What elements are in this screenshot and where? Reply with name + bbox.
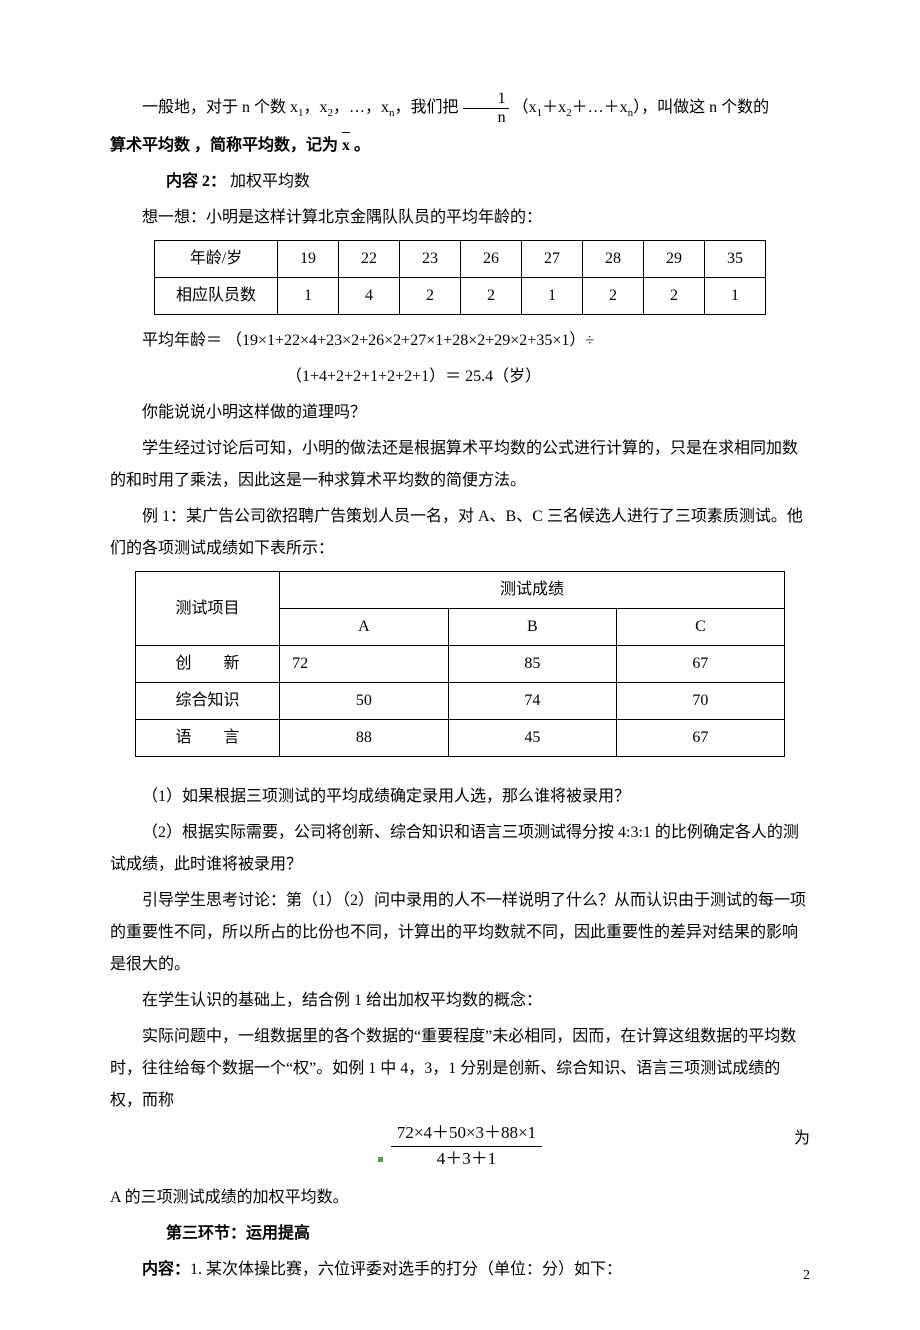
calc-line-1: 平均年龄＝ （19×1+22×4+23×2+26×2+27×1+28×2+29×… xyxy=(110,325,810,357)
fraction-1-over-n: 1 n xyxy=(463,90,509,126)
page: 一般地，对于 n 个数 x1，x2，…，xn，我们把 1 n （x1＋x2＋…＋… xyxy=(0,0,920,1330)
tail-char: 为 xyxy=(794,1123,810,1155)
row-name: 语言 xyxy=(136,720,280,757)
numerator: 72×4＋50×3＋88×1 xyxy=(391,1123,542,1146)
age-table: 年龄/岁 19 22 23 26 27 28 29 35 相应队员数 1 4 2… xyxy=(154,240,766,315)
question-2: （2）根据实际需要，公司将创新、综合知识和语言三项测试得分按 4:3:1 的比例… xyxy=(110,817,810,881)
x-bar: x xyxy=(342,130,350,162)
numerator: 1 xyxy=(463,90,509,109)
calc-line-2: （1+4+2+2+1+2+2+1）＝ 25.4（岁） xyxy=(110,361,810,393)
table-row: 年龄/岁 19 22 23 26 27 28 29 35 xyxy=(155,241,766,278)
cell: 1 xyxy=(522,278,583,315)
basis-para: 在学生认识的基础上，结合例 1 给出加权平均数的概念： xyxy=(110,985,810,1017)
text: ，x xyxy=(304,99,328,116)
text: ，…，x xyxy=(333,99,389,116)
text: ＋…＋x xyxy=(572,99,628,116)
section3-title: 第三环节：运用提高 xyxy=(110,1218,810,1250)
text: ＋x xyxy=(542,99,566,116)
cell: 27 xyxy=(522,241,583,278)
table-row: 综合知识 50 74 70 xyxy=(136,683,785,720)
fraction: 72×4＋50×3＋88×1 4＋3＋1 xyxy=(391,1123,542,1169)
text: 创 xyxy=(176,655,224,672)
denominator: 4＋3＋1 xyxy=(391,1147,542,1169)
question-line: 你能说说小明这样做的道理吗？ xyxy=(110,397,810,429)
think-line: 想一想：小明是这样计算北京金隅队队员的平均年龄的： xyxy=(110,202,810,234)
page-number: 2 xyxy=(803,1262,810,1290)
table-row: 语言 88 45 67 xyxy=(136,720,785,757)
cell: 4 xyxy=(339,278,400,315)
col-header: A xyxy=(280,609,449,646)
cell: 1 xyxy=(278,278,339,315)
col-header: B xyxy=(448,609,616,646)
denominator: n xyxy=(463,109,509,127)
cell: 2 xyxy=(461,278,522,315)
cell: 28 xyxy=(583,241,644,278)
cell: 2 xyxy=(400,278,461,315)
cell: 67 xyxy=(616,646,784,683)
cell: 70 xyxy=(616,683,784,720)
table-row: 相应队员数 1 4 2 2 1 2 2 1 xyxy=(155,278,766,315)
cell: 19 xyxy=(278,241,339,278)
row-header: 年龄/岁 xyxy=(155,241,278,278)
cell: 45 xyxy=(448,720,616,757)
cell: 50 xyxy=(280,683,449,720)
cell: 74 xyxy=(448,683,616,720)
text: 一般地，对于 n 个数 x xyxy=(142,99,298,116)
row-header: 相应队员数 xyxy=(155,278,278,315)
question-1: （1）如果根据三项测试的平均成绩确定录用人选，那么谁将被录用？ xyxy=(110,781,810,813)
cell: 26 xyxy=(461,241,522,278)
table-row: 测试项目 测试成绩 xyxy=(136,572,785,609)
text: （x xyxy=(513,99,537,116)
text: 加权平均数 xyxy=(226,173,310,190)
cell: 67 xyxy=(616,720,784,757)
row-name: 创新 xyxy=(136,646,280,683)
table-row: 创新 72 85 67 xyxy=(136,646,785,683)
cell: 22 xyxy=(339,241,400,278)
cell: 23 xyxy=(400,241,461,278)
intro-line1: 一般地，对于 n 个数 x1，x2，…，xn，我们把 1 n （x1＋x2＋…＋… xyxy=(110,90,810,126)
guide-para: 引导学生思考讨论：第（1）（2）问中录用的人不一样说明了什么？从而认识由于测试的… xyxy=(110,885,810,981)
score-table: 测试项目 测试成绩 A B C 创新 72 85 67 综合知识 50 74 7… xyxy=(135,571,785,757)
proj-header: 测试项目 xyxy=(136,572,280,646)
marker-icon xyxy=(378,1157,383,1162)
text: 1. 某次体操比赛，六位评委对选手的打分（单位：分）如下： xyxy=(190,1261,622,1278)
section3-content: 内容：1. 某次体操比赛，六位评委对选手的打分（单位：分）如下： xyxy=(110,1254,810,1286)
cell: 2 xyxy=(644,278,705,315)
text: ，我们把 xyxy=(395,99,459,116)
example-intro: 例 1：某广告公司欲招聘广告策划人员一名，对 A、B、C 三名候选人进行了三项素… xyxy=(110,501,810,565)
label: 内容 2： xyxy=(166,173,226,190)
text: 语 xyxy=(176,729,224,746)
cell: 85 xyxy=(448,646,616,683)
section2-title: 内容 2： 加权平均数 xyxy=(110,166,810,198)
explain-para: 学生经过讨论后可知，小明的做法还是根据算术平均数的公式进行计算的，只是在求相同加… xyxy=(110,433,810,497)
cell: 2 xyxy=(583,278,644,315)
cell: 35 xyxy=(705,241,766,278)
cell: 88 xyxy=(280,720,449,757)
weighted-avg-formula: 72×4＋50×3＋88×1 4＋3＋1 为 xyxy=(110,1123,810,1175)
cell: 72 xyxy=(280,646,449,683)
after-formula: A 的三项测试成绩的加权平均数。 xyxy=(110,1182,810,1214)
intro-line2: 算术平均数 ，简称平均数，记为 x 。 xyxy=(110,130,810,162)
text: 算术平均数 ，简称平均数，记为 xyxy=(110,137,338,154)
cell: 1 xyxy=(705,278,766,315)
label: 内容： xyxy=(142,1261,190,1278)
text: 。 xyxy=(354,137,370,154)
row-name: 综合知识 xyxy=(136,683,280,720)
cell: 29 xyxy=(644,241,705,278)
col-header: C xyxy=(616,609,784,646)
score-header: 测试成绩 xyxy=(280,572,785,609)
concept-para: 实际问题中，一组数据里的各个数据的“重要程度”未必相同，因而，在计算这组数据的平… xyxy=(110,1021,810,1117)
spacer xyxy=(110,767,810,781)
text: ），叫做这 n 个数的 xyxy=(633,99,769,116)
